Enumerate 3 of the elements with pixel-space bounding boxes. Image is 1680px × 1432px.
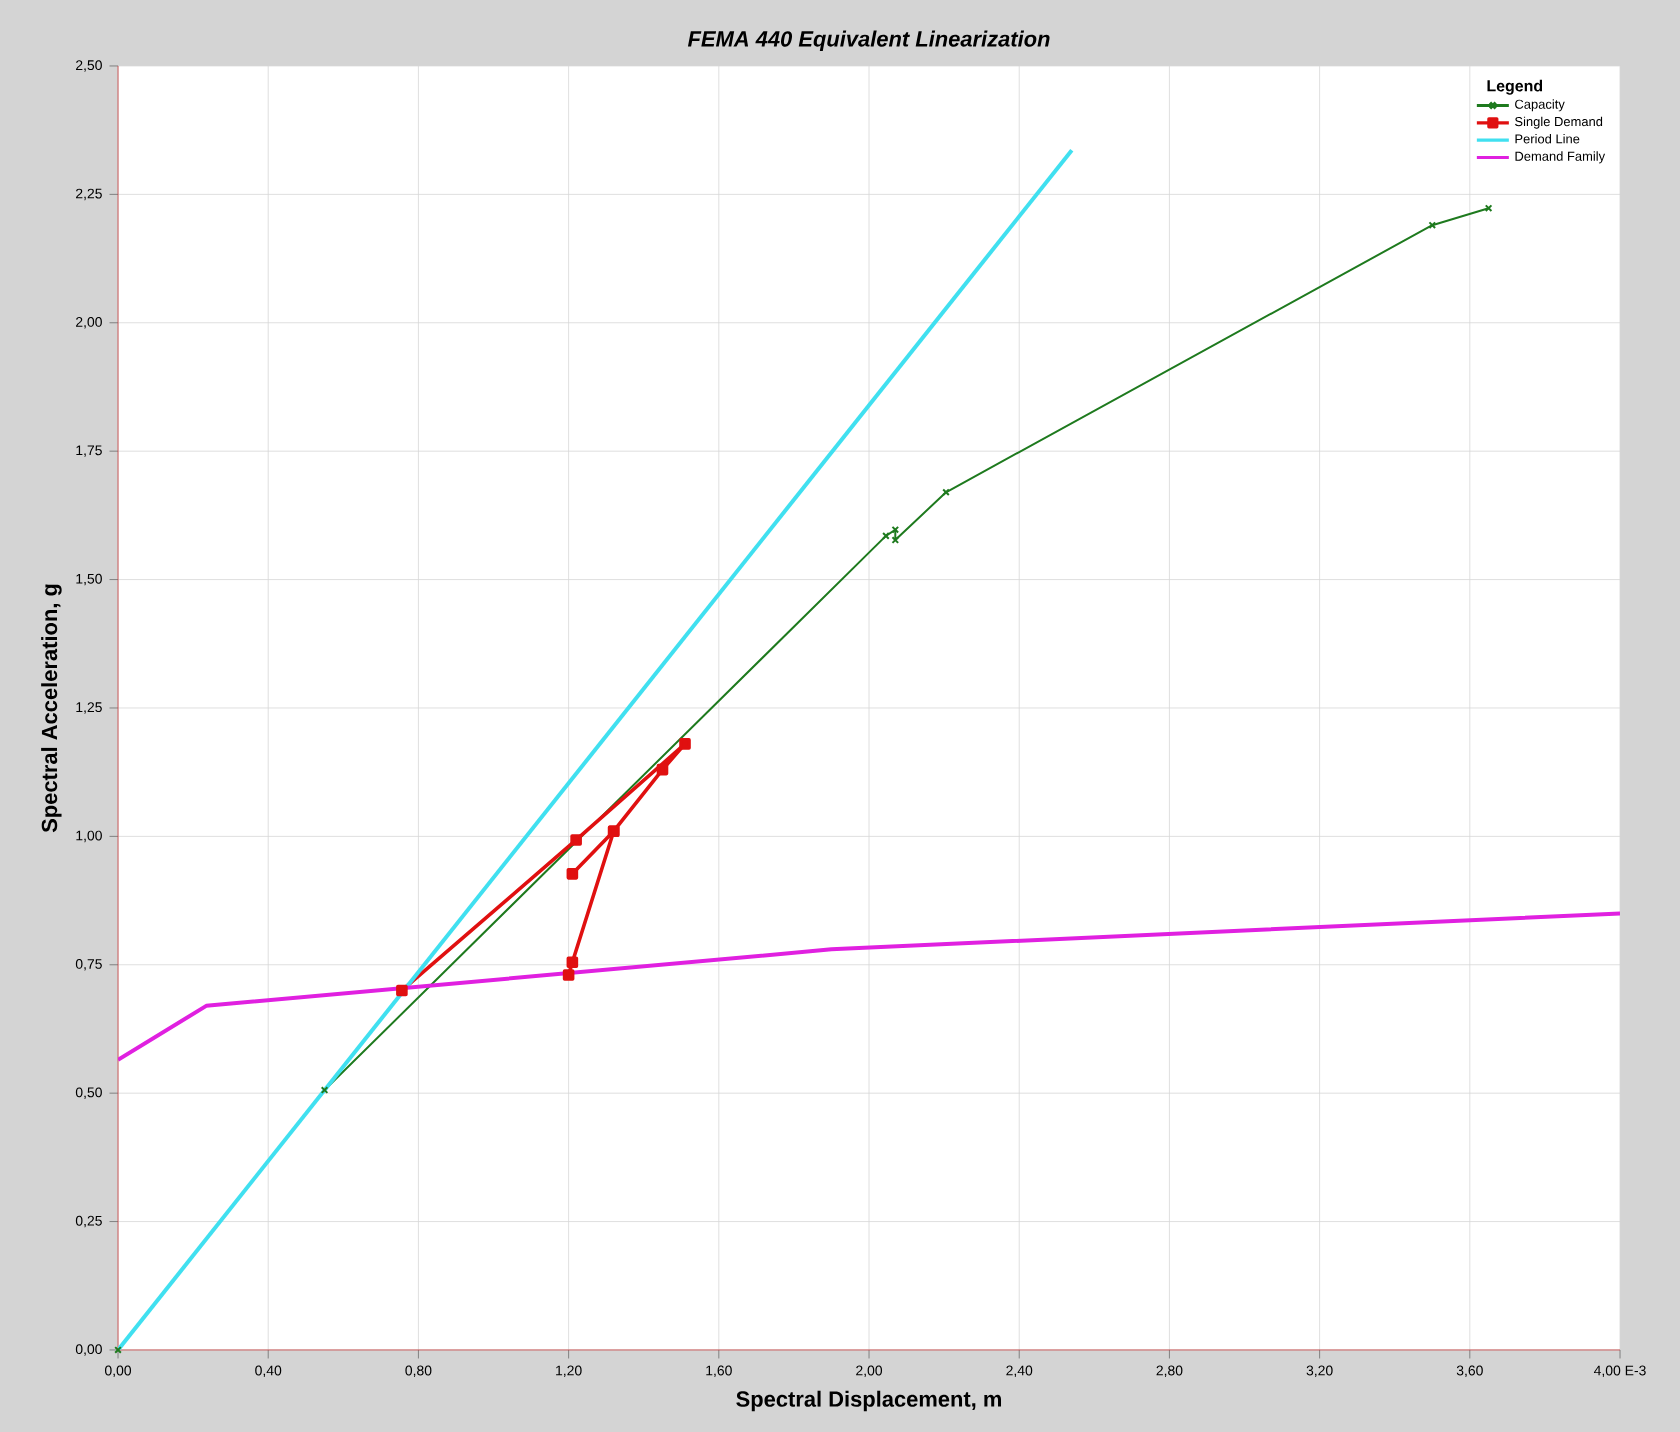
y-axis-title: Spectral Acceleration, g xyxy=(41,584,62,833)
chart-title: FEMA 440 Equivalent Linearization xyxy=(687,30,1050,51)
x-axis-title: Spectral Displacement, m xyxy=(736,1390,1002,1412)
